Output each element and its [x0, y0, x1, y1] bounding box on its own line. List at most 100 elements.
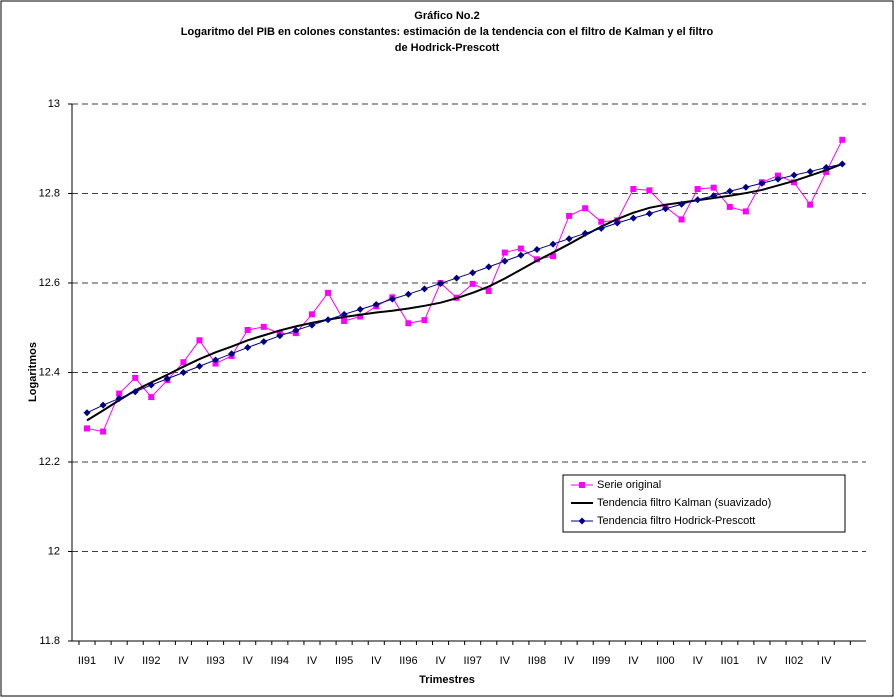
marker: [678, 216, 685, 223]
marker: [325, 289, 332, 296]
marker: [807, 201, 814, 208]
marker: [550, 253, 557, 260]
x-axis-label: Trimestres: [419, 674, 475, 686]
marker: [148, 394, 155, 401]
marker: [131, 388, 139, 396]
marker: [742, 208, 749, 215]
x-tick-label: II96: [399, 655, 417, 667]
marker: [726, 187, 734, 195]
marker: [579, 482, 585, 488]
marker: [742, 183, 750, 191]
marker: [116, 390, 123, 397]
marker: [806, 168, 814, 176]
legend-label: Tendencia filtro Kalman (suavizado): [597, 497, 771, 509]
chart-subtitle: Logaritmo del PIB en colones constantes:…: [181, 26, 714, 38]
marker: [629, 214, 637, 222]
x-tick-label: II91: [78, 655, 96, 667]
marker: [437, 279, 445, 287]
marker: [404, 290, 412, 298]
marker: [710, 184, 717, 191]
marker: [180, 359, 187, 366]
marker: [581, 229, 589, 237]
marker: [357, 313, 364, 320]
marker: [340, 310, 348, 318]
marker: [678, 200, 686, 208]
y-axis-label: Logaritmos: [27, 342, 39, 402]
marker: [838, 160, 846, 168]
marker: [694, 196, 702, 204]
marker: [694, 186, 701, 193]
x-tick-label: IV: [371, 655, 382, 667]
x-tick-label: IV: [500, 655, 511, 667]
marker: [84, 425, 90, 432]
x-tick-label: II97: [464, 655, 482, 667]
marker: [839, 136, 846, 143]
marker: [99, 401, 107, 409]
x-tick-label: II00: [656, 655, 674, 667]
marker: [132, 374, 139, 381]
marker: [565, 235, 573, 243]
marker: [613, 219, 621, 227]
marker: [823, 169, 830, 176]
marker: [212, 356, 220, 364]
x-tick-label: II95: [335, 655, 353, 667]
marker: [100, 428, 107, 435]
legend: Serie original Tendencia filtro Kalman (s…: [562, 474, 846, 533]
x-tick-label: IV: [564, 655, 575, 667]
marker: [260, 338, 268, 346]
marker: [115, 394, 123, 402]
marker: [598, 218, 605, 225]
marker: [276, 332, 284, 340]
x-tick-label: IV: [114, 655, 125, 667]
marker: [645, 210, 653, 218]
x-tick-label: II02: [785, 655, 803, 667]
marker: [163, 375, 171, 383]
marker: [485, 263, 493, 271]
marker: [195, 362, 203, 370]
x-tick-label: IV: [821, 655, 832, 667]
marker: [774, 175, 782, 183]
chart-title: Gráfico No.2: [414, 10, 479, 22]
x-tick-label: IV: [757, 655, 768, 667]
marker: [196, 337, 203, 344]
x-tick-label: IV: [435, 655, 446, 667]
x-tick-label: II01: [721, 655, 739, 667]
marker: [662, 205, 670, 213]
x-tick-label: II99: [592, 655, 610, 667]
marker: [388, 295, 396, 303]
marker: [566, 212, 573, 219]
marker: [775, 172, 782, 179]
marker: [726, 203, 733, 210]
legend-label: Tendencia filtro Hodrick-Prescott: [597, 515, 755, 527]
marker: [147, 381, 155, 389]
chart-subtitle: de Hodrick-Prescott: [395, 42, 500, 54]
marker: [517, 245, 524, 252]
legend-label: Serie original: [597, 479, 661, 491]
marker: [469, 280, 476, 287]
x-tick-label: II98: [528, 655, 546, 667]
marker: [356, 305, 364, 313]
marker: [549, 240, 557, 248]
marker: [244, 343, 252, 351]
marker: [790, 171, 798, 179]
x-tick-label: IV: [628, 655, 639, 667]
marker: [260, 323, 267, 330]
marker: [485, 288, 492, 295]
y-tick-label: 13: [48, 98, 60, 110]
marker: [292, 326, 300, 334]
x-tick-label: II94: [271, 655, 289, 667]
x-tick-label: IV: [178, 655, 189, 667]
marker: [501, 249, 508, 256]
marker: [533, 245, 541, 253]
marker: [582, 205, 589, 212]
marker: [244, 326, 251, 333]
marker: [533, 256, 540, 263]
y-tick-label: 11.8: [39, 635, 60, 647]
y-tick-label: 12.6: [39, 277, 60, 289]
marker: [453, 274, 461, 282]
marker: [597, 224, 605, 232]
y-tick-label: 12.8: [39, 187, 60, 199]
series-line: [86, 163, 843, 422]
marker: [324, 316, 332, 324]
